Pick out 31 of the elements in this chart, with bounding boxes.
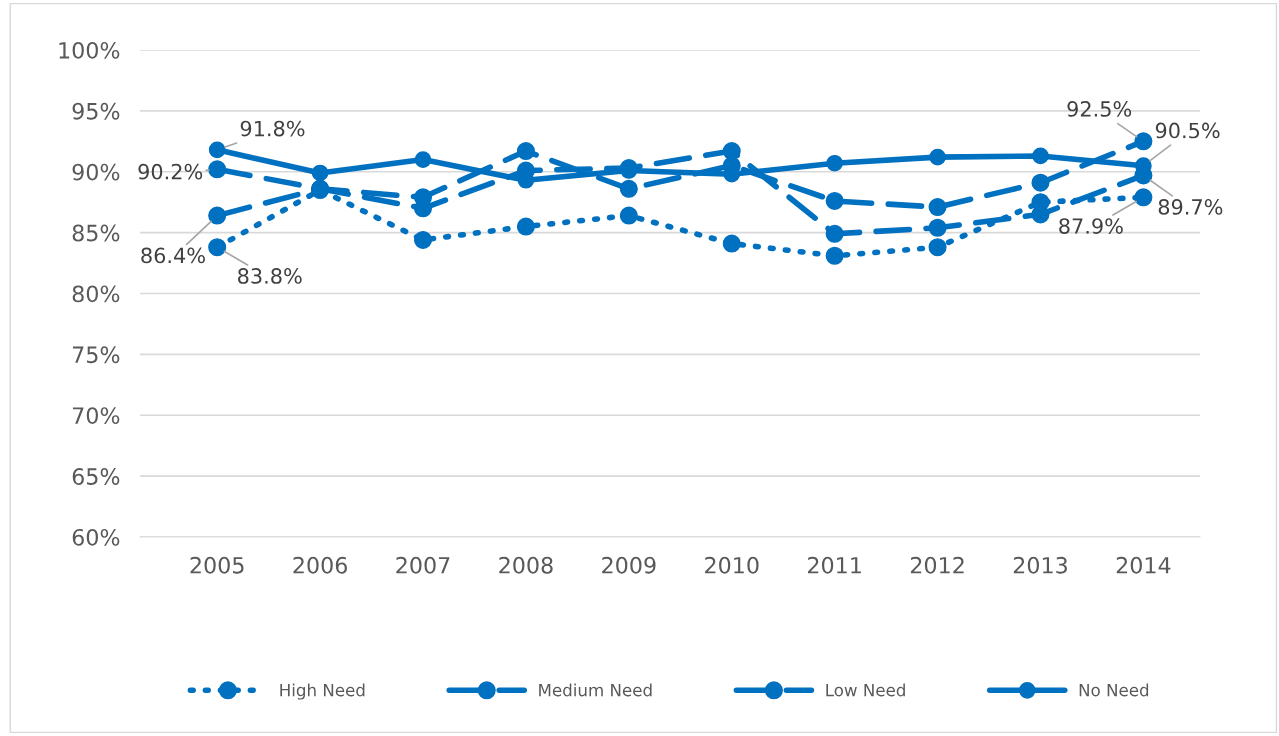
y-tick-label: 80% xyxy=(72,285,120,303)
data-label: 83.8% xyxy=(238,268,302,284)
x-tick-label: 2007 xyxy=(396,556,450,574)
data-label: 86.4% xyxy=(141,247,205,264)
data-label: 90.5% xyxy=(1155,122,1220,139)
legend-label: Low Need xyxy=(826,683,905,697)
x-tick-label: 2014 xyxy=(1116,556,1171,574)
y-tick-label: 65% xyxy=(72,468,120,485)
data-label: 87.9% xyxy=(1059,218,1123,234)
x-tick-label: 2013 xyxy=(1013,556,1067,574)
y-tick-label: 85% xyxy=(72,224,120,242)
y-tick-label: 95% xyxy=(72,102,120,120)
legend-label: Medium Need xyxy=(539,683,652,697)
y-tick-label: 70% xyxy=(72,407,120,425)
x-tick-label: 2005 xyxy=(190,556,244,574)
x-tick-label: 2006 xyxy=(293,556,347,574)
y-tick-label: 100% xyxy=(59,41,120,59)
data-label: 91.8% xyxy=(240,120,305,137)
legend-label: No Need xyxy=(1079,683,1149,697)
data-label: 90.2% xyxy=(138,163,203,180)
y-tick-label: 60% xyxy=(72,528,120,546)
data-label: 92.5% xyxy=(1067,101,1132,117)
y-tick-label: 90% xyxy=(72,163,120,181)
x-tick-label: 2012 xyxy=(910,556,964,574)
data-label: 89.7% xyxy=(1158,199,1223,215)
x-tick-label: 2010 xyxy=(705,556,759,574)
y-tick-label: 75% xyxy=(72,346,120,364)
x-tick-label: 2011 xyxy=(808,556,861,574)
x-tick-label: 2008 xyxy=(499,556,553,574)
legend-label: High Need xyxy=(280,683,365,700)
x-tick-label: 2009 xyxy=(602,556,656,574)
